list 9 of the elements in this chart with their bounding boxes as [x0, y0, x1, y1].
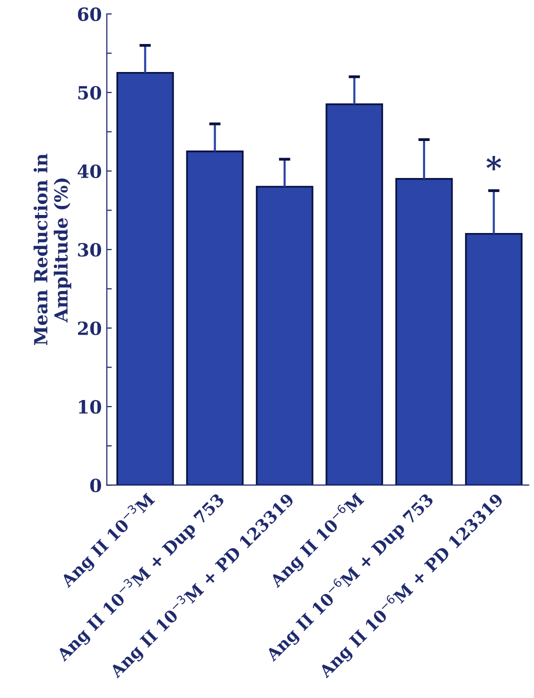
y-tick-label: 40 — [78, 164, 102, 178]
y-tick-label: 10 — [79, 400, 102, 414]
y-tick-label: 30 — [78, 242, 102, 257]
y-tick-label: 50 — [78, 86, 102, 100]
y-axis-title: Mean Reduction in Amplitude (%) — [34, 154, 72, 346]
y-tick-label: 60 — [78, 7, 102, 22]
annotation: * — [486, 156, 502, 170]
y-tick-label: 20 — [78, 322, 102, 336]
y-tick-label: 0 — [90, 478, 102, 492]
